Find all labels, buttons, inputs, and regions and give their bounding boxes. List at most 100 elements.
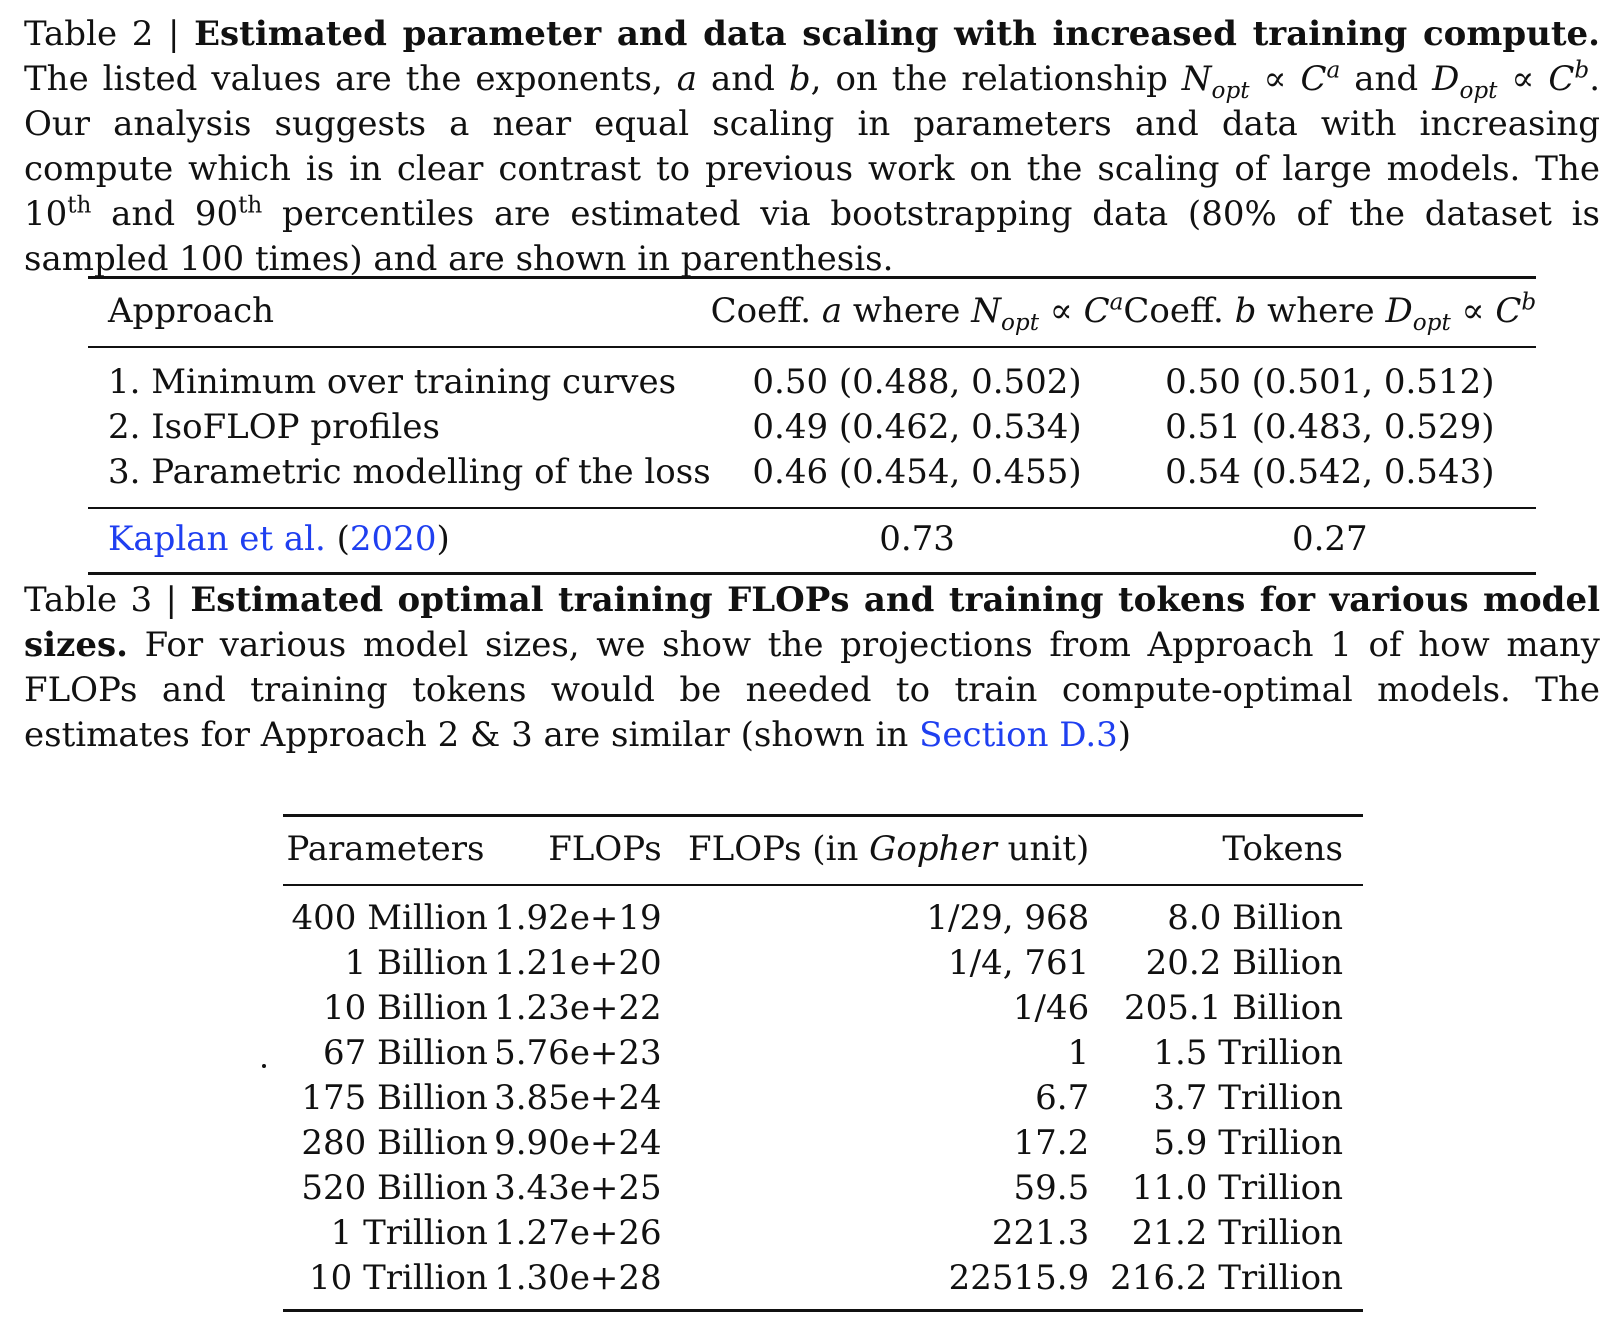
table-header-row: Parameters FLOPs FLOPs (in Gopher unit) … — [283, 815, 1363, 886]
table-row: 10 Trillion 1.30e+28 22515.9 216.2 Trill… — [283, 1256, 1363, 1311]
caption-text: and 90 — [91, 194, 239, 234]
caption-text: The listed values are the exponents, — [24, 59, 677, 99]
math-C: C — [1083, 291, 1110, 331]
coeff-b-cell: 0.51 (0.483, 0.529) — [1165, 407, 1495, 447]
flops-cell: 1.92e+19 — [494, 898, 662, 938]
math-sup-b: b — [1521, 289, 1537, 316]
flops-cell: 1.27e+26 — [494, 1213, 662, 1253]
table-row: 1 Billion 1.21e+20 1/4, 761 20.2 Billion — [283, 941, 1363, 986]
table2-caption: Table 2 | Estimated parameter and data s… — [24, 12, 1600, 282]
header-parameters: Parameters — [283, 815, 488, 886]
tokens-cell: 20.2 Billion — [1145, 943, 1343, 983]
math-sup-a: a — [1109, 289, 1124, 316]
math-C: C — [1300, 59, 1327, 99]
flops-cell: 3.85e+24 — [494, 1078, 662, 1118]
header-text: where — [842, 291, 972, 331]
gopher-cell: 221.3 — [991, 1213, 1090, 1253]
kaplan-year-link[interactable]: 2020 — [349, 519, 437, 559]
math-a: a — [821, 291, 843, 331]
header-text: unit) — [996, 829, 1090, 869]
citation-paren: ( — [325, 519, 350, 559]
table-row: 2. IsoFLOP profiles 0.49 (0.462, 0.534) … — [88, 405, 1536, 450]
math-N: N — [1181, 59, 1212, 99]
math-C: C — [1548, 59, 1575, 99]
header-flops: FLOPs — [487, 815, 674, 886]
variable-b: b — [788, 59, 811, 99]
caption-text: , on the relationship — [810, 59, 1182, 99]
coeff-a-cell: 0.73 — [710, 507, 1124, 574]
header-gopher-italic: Gopher — [869, 829, 997, 869]
flops-cell: 1.21e+20 — [494, 943, 662, 983]
table-row: 175 Billion 3.85e+24 6.7 3.7 Trillion — [283, 1076, 1363, 1121]
math-sub-opt: opt — [1001, 309, 1039, 336]
caption-text: For various model sizes, we show the pro… — [24, 625, 1600, 755]
flops-cell: 1.30e+28 — [494, 1258, 662, 1298]
math-b: b — [1234, 291, 1257, 331]
table-row: 280 Billion 9.90e+24 17.2 5.9 Trillion — [283, 1121, 1363, 1166]
math-sub-opt: opt — [1211, 77, 1250, 104]
coeff-b-cell: 0.54 (0.542, 0.543) — [1165, 452, 1495, 492]
coeff-b-cell: 0.50 (0.501, 0.512) — [1165, 362, 1495, 402]
gopher-cell: 1/29, 968 — [926, 898, 1090, 938]
parameters-cell: 520 Billion — [301, 1168, 488, 1208]
sup-th: th — [67, 192, 92, 219]
parameters-cell: 1 Trillion — [330, 1213, 488, 1253]
math-sup-b: b — [1574, 57, 1590, 84]
table2: Approach Coeff. a where Nopt ∝ Ca Coeff.… — [88, 276, 1537, 575]
caption-text: percentiles are estimated via bootstrapp… — [24, 194, 1601, 279]
tokens-cell: 8.0 Billion — [1167, 898, 1343, 938]
tokens-cell: 3.7 Trillion — [1153, 1078, 1343, 1118]
kaplan-citation-link[interactable]: Kaplan et al. — [108, 519, 326, 559]
gopher-cell: 1/4, 761 — [948, 943, 1090, 983]
math-N: N — [971, 291, 1001, 331]
math-propto: ∝ — [1039, 291, 1084, 331]
header-coeff-b: Coeff. b where Dopt ∝ Cb — [1123, 277, 1537, 348]
math-propto: ∝ — [1249, 59, 1301, 99]
approach-cell: 2. IsoFLOP profiles — [108, 407, 440, 447]
gopher-cell: 22515.9 — [948, 1258, 1090, 1298]
math-D: D — [1385, 291, 1413, 331]
caption-text: ) — [1117, 715, 1132, 755]
stray-dot — [262, 1064, 266, 1068]
header-approach: Approach — [88, 277, 711, 348]
approach-cell: 3. Parametric modelling of the loss — [108, 452, 711, 492]
flops-cell: 1.23e+22 — [494, 988, 662, 1028]
math-D: D — [1432, 59, 1460, 99]
gopher-cell: 17.2 — [1013, 1123, 1090, 1163]
table-row: 400 Million 1.92e+19 1/29, 968 8.0 Billi… — [283, 885, 1363, 941]
gopher-cell: 6.7 — [1035, 1078, 1090, 1118]
header-text: Coeff. — [710, 291, 822, 331]
table2-title: Estimated parameter and data scaling wit… — [194, 14, 1600, 54]
citation-paren: ) — [436, 519, 450, 559]
tokens-cell: 11.0 Trillion — [1131, 1168, 1343, 1208]
coeff-a-cell: 0.49 (0.462, 0.534) — [752, 407, 1082, 447]
table-row: 520 Billion 3.43e+25 59.5 11.0 Trillion — [283, 1166, 1363, 1211]
table-row: 1 Trillion 1.27e+26 221.3 21.2 Trillion — [283, 1211, 1363, 1256]
parameters-cell: 1 Billion — [344, 943, 488, 983]
math-propto: ∝ — [1497, 59, 1549, 99]
tokens-cell: 5.9 Trillion — [1153, 1123, 1343, 1163]
table3-title: Estimated optimal training FLOPs and tra… — [24, 580, 1600, 665]
parameters-cell: 400 Million — [291, 898, 488, 938]
header-gopher-flops: FLOPs (in Gopher unit) — [673, 815, 1102, 886]
parameters-cell: 10 Billion — [322, 988, 488, 1028]
caption-text: and — [697, 59, 789, 99]
table-row: 10 Billion 1.23e+22 1/46 205.1 Billion — [283, 986, 1363, 1031]
tokens-cell: 1.5 Trillion — [1153, 1033, 1343, 1073]
gopher-cell: 59.5 — [1013, 1168, 1090, 1208]
math-sub-opt: opt — [1459, 77, 1498, 104]
math-sub-opt: opt — [1412, 309, 1451, 336]
sup-th: th — [238, 192, 263, 219]
reference-row: Kaplan et al. (2020) 0.73 0.27 — [88, 507, 1537, 574]
variable-a: a — [676, 59, 698, 99]
math-C: C — [1495, 291, 1522, 331]
table3-label: Table 3 | — [24, 580, 191, 620]
section-d3-link[interactable]: Section D.3 — [919, 715, 1118, 755]
parameters-cell: 280 Billion — [301, 1123, 488, 1163]
header-text: Coeff. — [1123, 291, 1235, 331]
tokens-cell: 216.2 Trillion — [1110, 1258, 1343, 1298]
table3-caption: Table 3 | Estimated optimal training FLO… — [24, 578, 1600, 758]
header-text: where — [1256, 291, 1386, 331]
parameters-cell: 10 Trillion — [309, 1258, 488, 1298]
caption-text: . Our analysis suggests a near equal sca… — [24, 59, 1601, 234]
